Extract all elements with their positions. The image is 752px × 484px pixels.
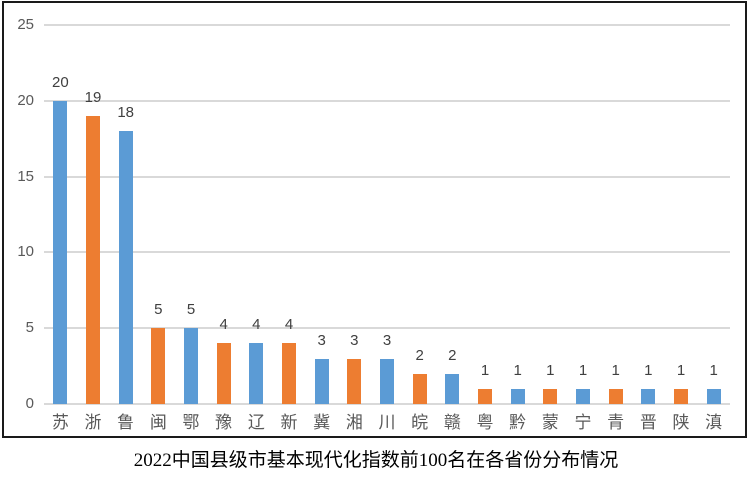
bar-value-label: 18 — [117, 104, 134, 122]
y-tick-label: 5 — [25, 319, 34, 337]
bar-value-label: 1 — [644, 361, 653, 379]
bar — [706, 388, 721, 404]
x-tick-label: 辽 — [247, 413, 265, 432]
bar — [184, 328, 198, 404]
bar — [478, 388, 492, 404]
bar — [53, 100, 68, 404]
gridline — [44, 175, 730, 178]
bar — [282, 343, 296, 404]
bar — [151, 328, 166, 404]
bar — [118, 131, 133, 404]
bar — [641, 388, 656, 404]
x-tick-label: 湘 — [345, 413, 363, 432]
bar-value-label: 4 — [252, 316, 261, 334]
bar — [86, 115, 100, 404]
bar — [249, 343, 264, 404]
bar-value-label: 1 — [611, 361, 620, 379]
x-tick-label: 川 — [378, 413, 396, 432]
x-tick-label: 浙 — [84, 413, 102, 432]
bar-value-label: 2 — [448, 346, 457, 364]
x-tick-label: 赣 — [443, 413, 461, 432]
gridline — [44, 251, 730, 254]
bar-value-label: 4 — [219, 316, 228, 334]
x-tick-label: 苏 — [51, 413, 69, 432]
x-tick-label: 陕 — [672, 413, 690, 432]
bar — [576, 388, 590, 404]
gridline — [44, 99, 730, 102]
plot-area: 0 5 10 15 20 25 20 苏 19 浙 18 鲁 5 闽 5 鄂 4 豫 4 辽 4 新 3 冀 3 湘 3 川 2 皖 2 赣 1… — [17, 17, 730, 432]
y-tick-label: 25 — [17, 16, 34, 33]
bar-value-label: 20 — [51, 73, 69, 91]
bar — [380, 358, 394, 404]
bar-value-label: 1 — [480, 361, 490, 379]
bar-value-label: 3 — [350, 331, 359, 349]
x-tick-label: 鄂 — [182, 413, 200, 432]
y-tick-label: 10 — [17, 243, 34, 261]
bar — [445, 373, 460, 404]
x-tick-label: 新 — [280, 413, 298, 432]
y-tick-label: 15 — [17, 167, 34, 185]
y-tick-label: 0 — [25, 395, 34, 412]
bar — [608, 388, 623, 404]
bar — [347, 358, 362, 404]
bar-value-label: 1 — [676, 361, 686, 379]
bar-value-label: 1 — [513, 361, 522, 379]
gridline — [44, 24, 730, 26]
gridline — [44, 403, 730, 405]
bar-value-label: 5 — [154, 301, 163, 319]
bar-value-label: 19 — [84, 88, 102, 106]
chart-title: 2022中国县级市基本现代化指数前100名在各省份分布情况 — [133, 450, 619, 471]
bar — [412, 373, 427, 404]
x-tick-label: 冀 — [313, 413, 331, 432]
x-tick-label: 粤 — [476, 413, 494, 432]
x-tick-label: 滇 — [705, 413, 723, 432]
x-tick-label: 晋 — [639, 413, 657, 432]
bar-value-label: 1 — [546, 361, 555, 379]
bar — [674, 388, 688, 404]
bar-value-label: 3 — [317, 331, 326, 349]
bar-value-label: 5 — [186, 301, 196, 319]
chart-frame: 0 5 10 15 20 25 20 苏 19 浙 18 鲁 5 闽 5 鄂 4 豫 4 辽 4 新 3 冀 3 湘 3 川 2 皖 2 赣 1… — [2, 1, 747, 438]
x-tick-label: 黔 — [509, 413, 527, 432]
bar — [543, 388, 558, 404]
x-tick-label: 闽 — [149, 413, 167, 432]
gridline — [44, 327, 730, 330]
bar-value-label: 1 — [709, 361, 718, 379]
bar — [216, 343, 231, 404]
x-tick-label: 青 — [607, 413, 625, 432]
bar-value-label: 1 — [578, 361, 588, 379]
y-tick-label: 20 — [17, 91, 34, 109]
x-tick-label: 鲁 — [117, 413, 135, 432]
bar — [314, 358, 329, 404]
bar-value-label: 4 — [284, 316, 294, 334]
x-tick-label: 豫 — [215, 413, 233, 432]
x-tick-label: 蒙 — [541, 413, 559, 432]
bar-value-label: 3 — [382, 331, 392, 349]
x-tick-label: 皖 — [411, 413, 429, 432]
bar-value-label: 2 — [415, 346, 424, 364]
x-tick-label: 宁 — [574, 413, 592, 432]
bar — [510, 388, 525, 404]
